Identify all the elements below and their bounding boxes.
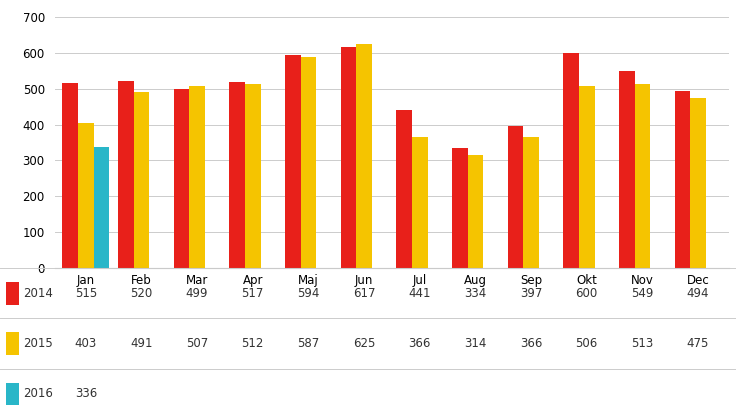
Text: 499: 499	[186, 287, 208, 300]
Bar	[579, 86, 595, 268]
Bar	[118, 81, 134, 268]
Bar	[6, 332, 19, 355]
Bar	[452, 148, 467, 268]
Text: 617: 617	[353, 287, 375, 300]
Bar	[634, 84, 650, 268]
Text: 513: 513	[631, 337, 654, 350]
Bar	[189, 86, 205, 268]
Text: 515: 515	[74, 287, 97, 300]
Text: 314: 314	[464, 337, 486, 350]
Text: 397: 397	[520, 287, 542, 300]
Text: 366: 366	[520, 337, 542, 350]
Bar	[6, 383, 19, 405]
Bar	[675, 91, 690, 268]
Text: 403: 403	[74, 337, 97, 350]
Text: 334: 334	[464, 287, 486, 300]
Bar	[134, 92, 149, 268]
Bar	[341, 47, 356, 268]
Bar	[63, 83, 78, 268]
Text: 520: 520	[130, 287, 152, 300]
Text: 512: 512	[241, 337, 264, 350]
Text: 507: 507	[186, 337, 208, 350]
Text: 2014: 2014	[24, 287, 54, 300]
Bar	[6, 282, 19, 305]
Bar	[397, 110, 412, 268]
Text: 475: 475	[687, 337, 710, 350]
Text: 2016: 2016	[24, 387, 54, 401]
Text: 506: 506	[576, 337, 598, 350]
Text: 491: 491	[130, 337, 152, 350]
Bar	[523, 137, 539, 268]
Bar	[93, 147, 109, 268]
Bar	[78, 124, 93, 268]
Bar	[690, 98, 706, 268]
Bar	[174, 89, 189, 268]
Bar	[412, 137, 428, 268]
Text: 2015: 2015	[24, 337, 53, 350]
Text: 494: 494	[687, 287, 710, 300]
Bar	[563, 53, 579, 268]
Text: 441: 441	[408, 287, 431, 300]
Text: 600: 600	[576, 287, 598, 300]
Bar	[467, 155, 484, 268]
Text: 517: 517	[241, 287, 264, 300]
Bar	[285, 55, 300, 268]
Text: 336: 336	[74, 387, 97, 401]
Text: 587: 587	[297, 337, 319, 350]
Bar	[508, 126, 523, 268]
Text: 594: 594	[297, 287, 319, 300]
Bar	[356, 44, 372, 268]
Bar	[230, 83, 245, 268]
Text: 549: 549	[631, 287, 654, 300]
Bar	[619, 71, 634, 268]
Text: 625: 625	[353, 337, 375, 350]
Bar	[300, 57, 316, 268]
Bar	[245, 84, 261, 268]
Text: 366: 366	[408, 337, 431, 350]
